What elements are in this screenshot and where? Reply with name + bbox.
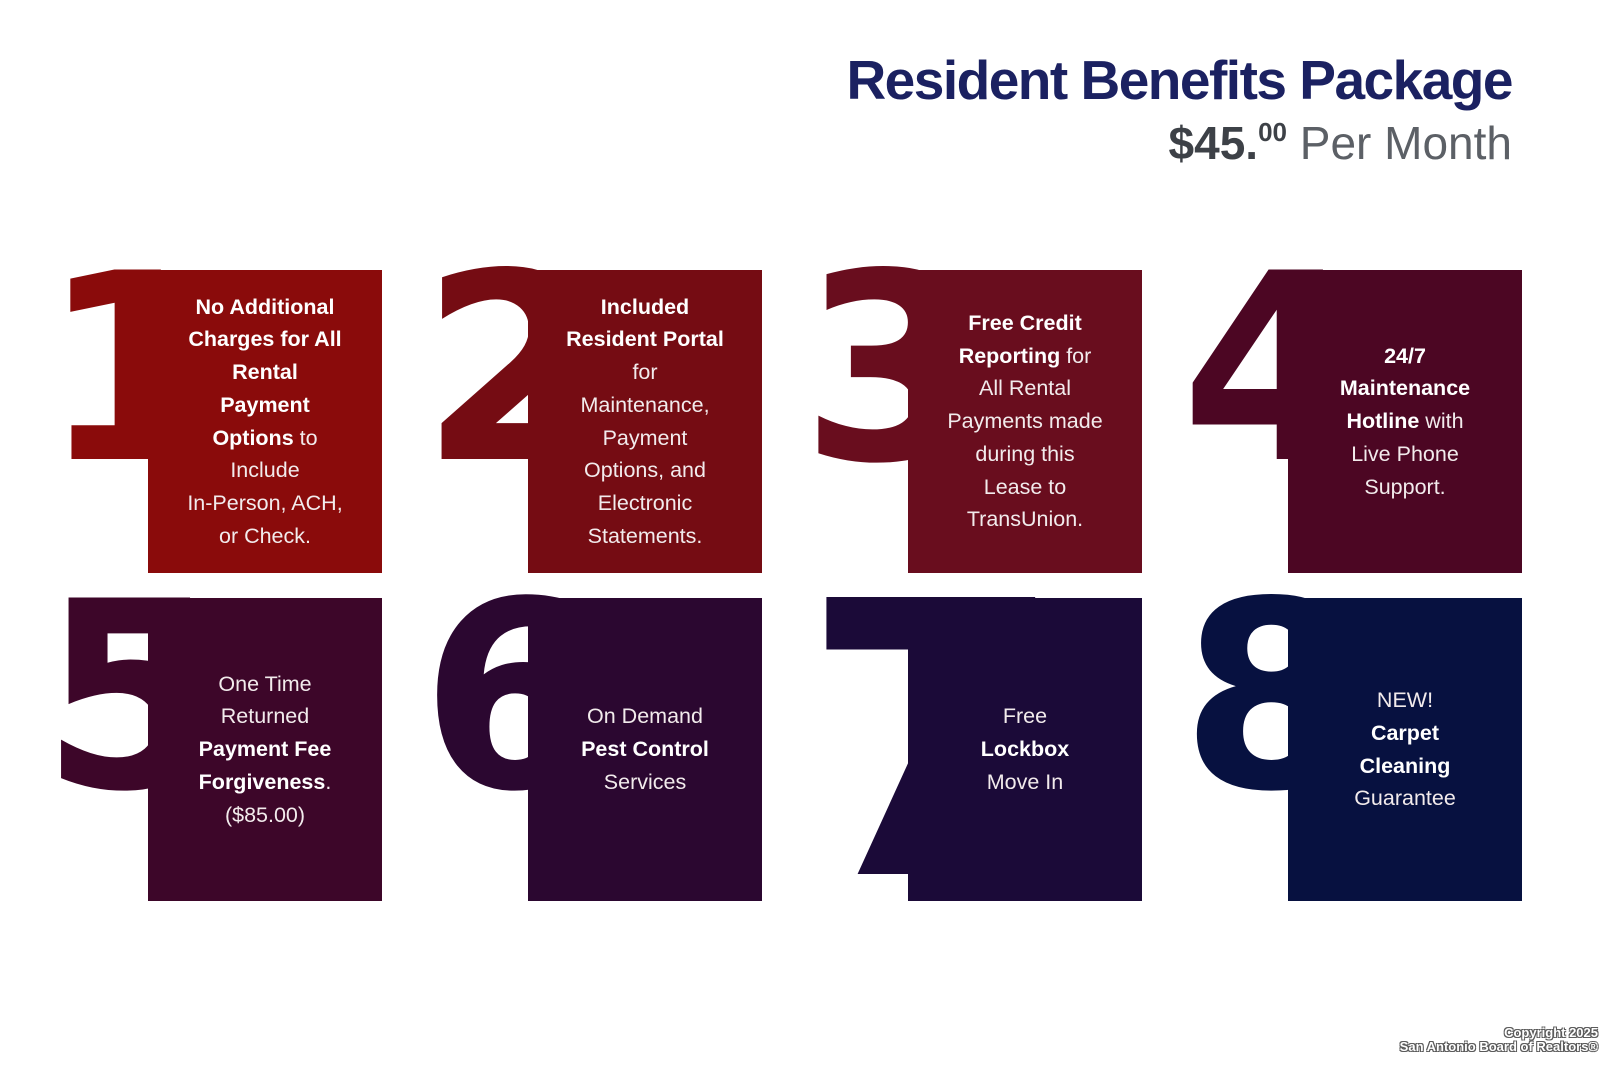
price-amount: $45. bbox=[1168, 116, 1259, 169]
card-body: Free Lockbox Move In bbox=[908, 598, 1142, 901]
card-text: 24/7 Maintenance Hotline with Live Phone Sup… bbox=[1339, 343, 1471, 499]
price-line: $45.00 Per Month bbox=[846, 116, 1512, 169]
card-text: Free Lockbox Move In bbox=[980, 704, 1070, 794]
benefit-card-5: 5 One Time Returned Payment Fee Forgiveness… bbox=[41, 568, 382, 901]
benefit-card-8: 8 NEW! Carpet Cleaning Guarantee bbox=[1181, 568, 1522, 901]
benefit-card-4: 4 24/7 Maintenance Hotline with Live Phone S… bbox=[1181, 240, 1522, 573]
card-body: Free Credit Reporting for All Rental Paymen… bbox=[908, 270, 1142, 573]
card-body: No Additional Charges for All Rental Paymen… bbox=[148, 270, 382, 573]
benefit-card-2: 2 Included Resident Portal for Maintenance,… bbox=[421, 240, 762, 573]
card-text: Free Credit Reporting for All Rental Paymen… bbox=[947, 311, 1103, 532]
card-body: 24/7 Maintenance Hotline with Live Phone Sup… bbox=[1288, 270, 1522, 573]
copyright-line1: Copyright 2025 bbox=[1504, 1025, 1598, 1040]
page-title: Resident Benefits Package bbox=[846, 49, 1513, 111]
card-body: Included Resident Portal for Maintenance, Pa… bbox=[528, 270, 762, 573]
benefit-card-1: 1 No Additional Charges for All Rental Paym… bbox=[41, 240, 382, 573]
card-text: Included Resident Portal for Maintenance, Pa… bbox=[566, 294, 724, 548]
card-body: On Demand Pest Control Services bbox=[528, 598, 762, 901]
card-text: NEW! Carpet Cleaning Guarantee bbox=[1354, 688, 1456, 811]
price-per-month: Per Month bbox=[1287, 116, 1512, 169]
card-body: NEW! Carpet Cleaning Guarantee bbox=[1288, 598, 1522, 901]
copyright-notice: Copyright 2025 San Antonio Board of Real… bbox=[1400, 1026, 1598, 1054]
benefits-grid: 1 No Additional Charges for All Rental Paym… bbox=[41, 240, 1522, 933]
benefit-card-6: 6 On Demand Pest Control Services bbox=[421, 568, 762, 901]
card-text: One Time Returned Payment Fee Forgiveness.(… bbox=[198, 671, 332, 827]
card-text: On Demand Pest Control Services bbox=[581, 704, 709, 794]
benefit-card-3: 3 Free Credit Reporting for All Rental Paym… bbox=[801, 240, 1142, 573]
card-text: No Additional Charges for All Rental Paymen… bbox=[187, 294, 343, 548]
price-cents: 00 bbox=[1258, 116, 1287, 147]
card-body: One Time Returned Payment Fee Forgiveness.(… bbox=[148, 598, 382, 901]
copyright-line2: San Antonio Board of Realtors® bbox=[1399, 1039, 1598, 1054]
header: Resident Benefits Package $45.00 Per Mon… bbox=[846, 49, 1513, 169]
